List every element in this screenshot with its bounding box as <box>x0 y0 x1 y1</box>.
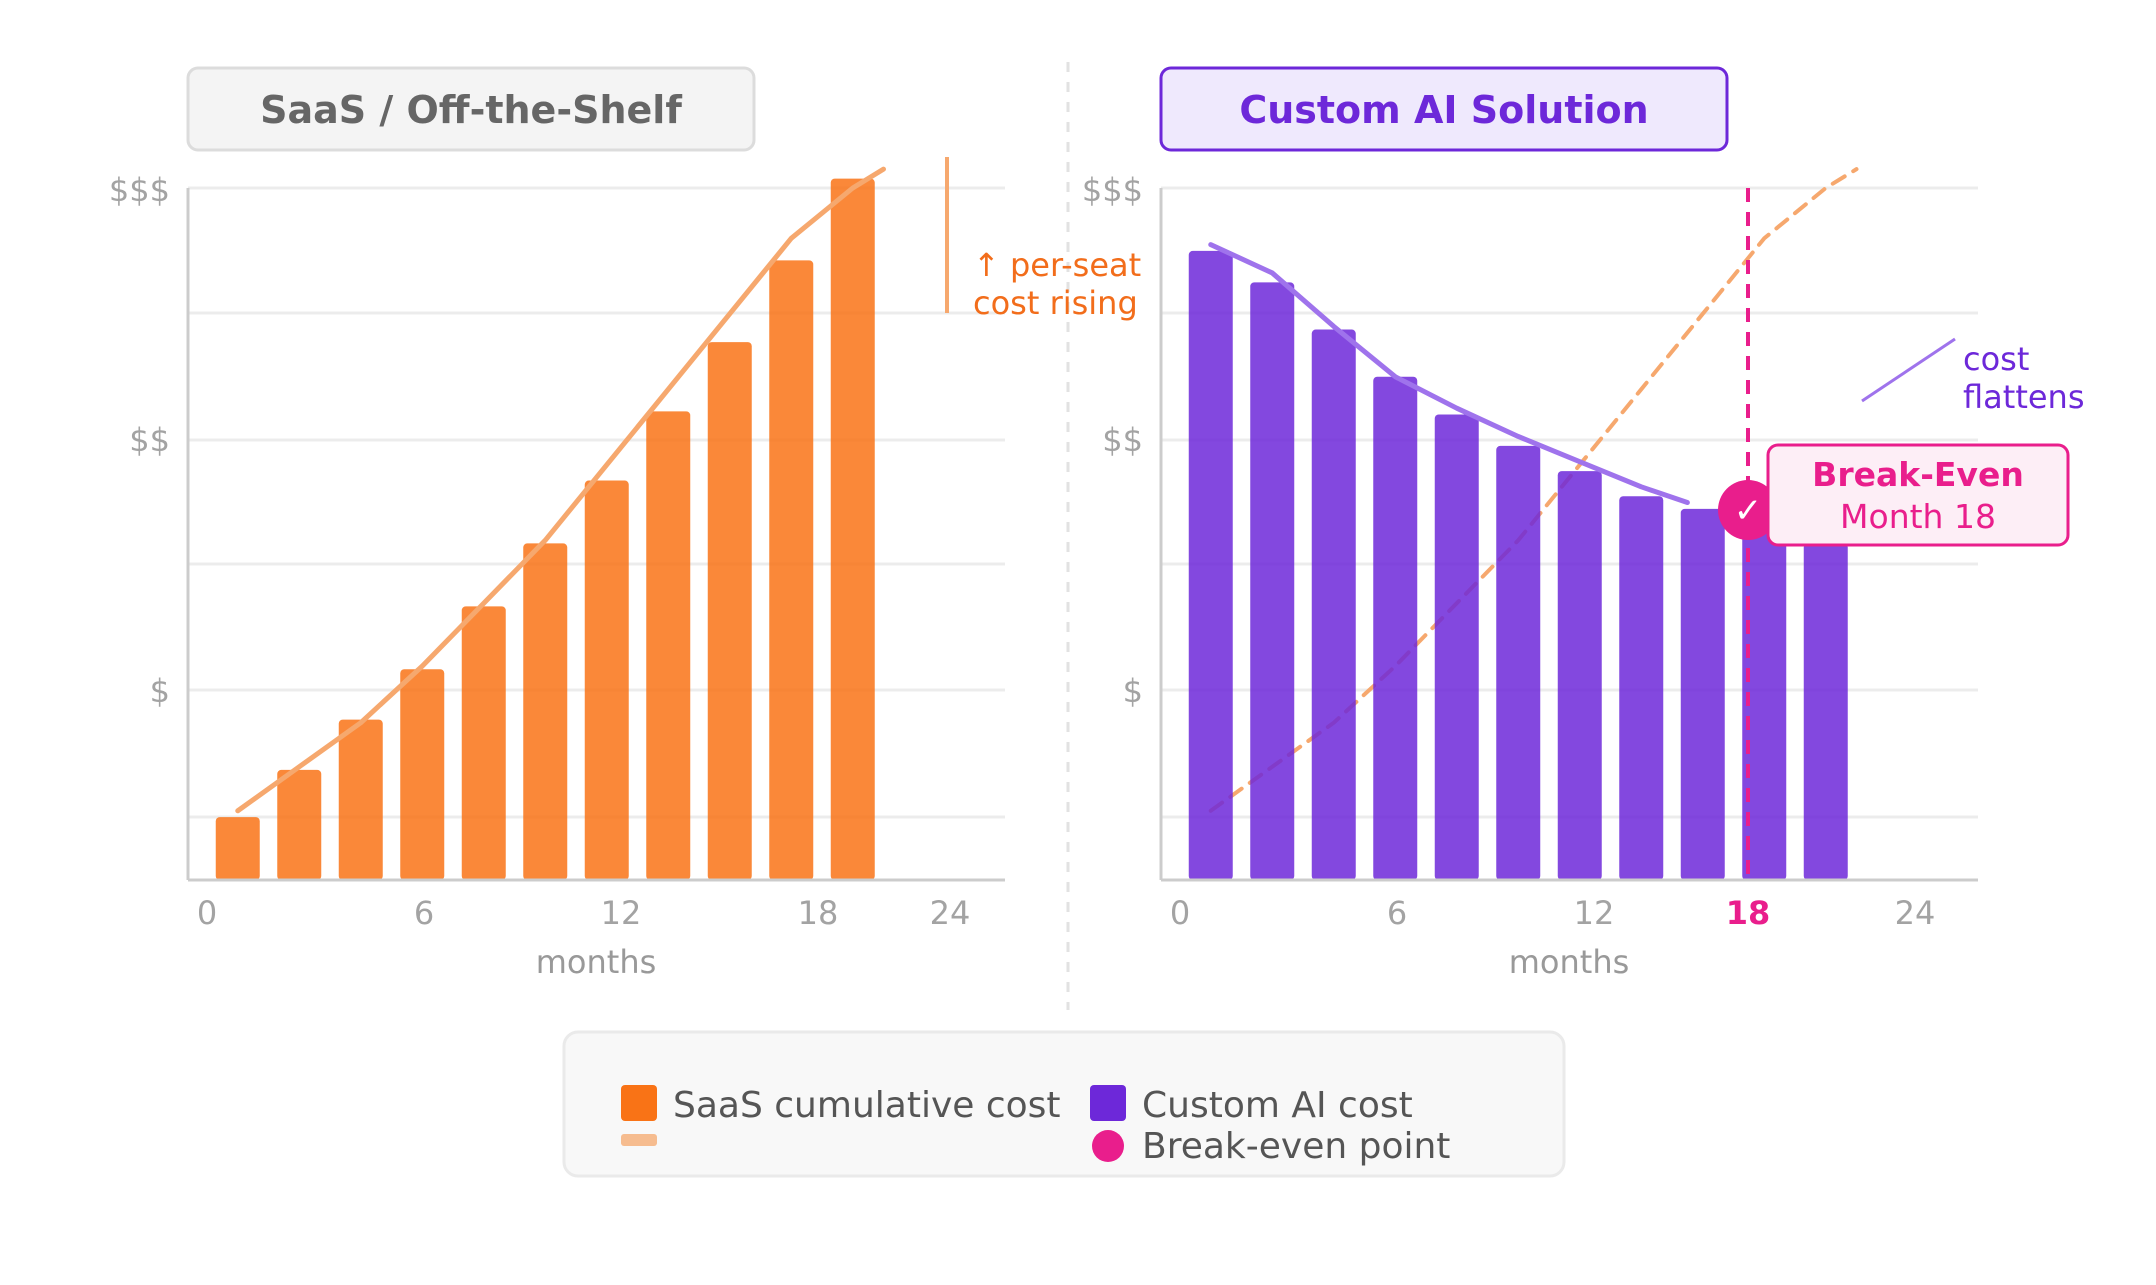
bar <box>1434 414 1479 880</box>
bar <box>646 411 691 880</box>
bar <box>584 480 629 880</box>
right-bars <box>1188 250 1848 881</box>
bar <box>1742 521 1787 880</box>
y-tick-label: $ <box>1123 672 1143 710</box>
x-tick-label: 0 <box>1170 894 1190 932</box>
bar <box>400 669 445 880</box>
x-tick-label: 0 <box>197 894 217 932</box>
flattens-leader-line <box>1861 337 1956 403</box>
x-tick-label: 18 <box>798 894 839 932</box>
flattens-annotation-line2: flattens <box>1963 378 2085 416</box>
legend-swatch-saas-line <box>621 1134 657 1146</box>
bar <box>215 817 260 880</box>
flattens-annotation-line1: cost <box>1963 340 2029 378</box>
trend-line <box>1208 242 1690 506</box>
bar <box>707 342 752 880</box>
bar <box>1496 445 1541 880</box>
x-tick-label-highlight: 18 <box>1726 894 1771 932</box>
x-tick-label: 6 <box>414 894 434 932</box>
bar <box>1803 543 1848 880</box>
right-title-box <box>1159 66 1729 152</box>
right-x-ticks: 0 6 12 18 24 <box>1170 894 1936 932</box>
right-trend <box>1208 242 1690 506</box>
rising-annotation-line2: cost rising <box>973 284 1138 322</box>
saas-overlay-line <box>1208 167 1859 813</box>
bar <box>338 719 383 880</box>
rising-annotation-line1: ↑ per-seat <box>973 246 1141 284</box>
bar <box>769 260 814 880</box>
x-tick-label: 12 <box>601 894 642 932</box>
y-tick-label: $ <box>150 672 170 710</box>
left-panel: SaaS / Off-the-Shelf $ $$ $$$ 0 6 12 18 … <box>109 66 1141 981</box>
legend-label-custom: Custom AI cost <box>1142 1085 1413 1126</box>
bar <box>277 769 322 880</box>
left-x-axis-label: months <box>536 943 657 981</box>
right-panel: Custom AI Solution $ $$ $$$ 0 6 12 18 24… <box>1082 66 2085 981</box>
legend-swatch-custom <box>1090 1085 1126 1121</box>
break-even-sublabel: Month 18 <box>1840 497 1996 536</box>
bar <box>1311 329 1356 881</box>
left-title-box <box>186 66 756 152</box>
bar <box>1250 282 1295 880</box>
left-bars <box>215 178 875 881</box>
y-tick-label: $$ <box>1102 421 1143 459</box>
right-chart-title: Custom AI Solution <box>1239 88 1648 132</box>
bar <box>523 543 568 880</box>
legend-box <box>562 1030 1566 1178</box>
right-overlay <box>1208 167 1859 813</box>
legend-label-break-even: Break-even point <box>1142 1126 1450 1167</box>
left-y-ticks: $ $$ $$$ <box>109 171 170 710</box>
left-trend <box>235 166 886 814</box>
y-tick-label: $$ <box>129 421 170 459</box>
bar <box>1188 250 1233 881</box>
legend-swatch-saas <box>621 1085 657 1121</box>
break-even-callout <box>1766 443 2070 547</box>
legend-label-saas: SaaS cumulative cost <box>673 1085 1061 1126</box>
right-x-axis-label: months <box>1509 943 1630 981</box>
bar <box>1680 508 1725 880</box>
y-tick-label: $$$ <box>1082 171 1143 209</box>
left-chart-title: SaaS / Off-the-Shelf <box>260 88 682 132</box>
right-y-ticks: $ $$ $$$ <box>1082 171 1143 710</box>
bar <box>830 178 875 881</box>
left-x-ticks: 0 6 12 18 24 <box>197 894 971 932</box>
legend-swatch-break-even <box>1092 1130 1124 1162</box>
bar <box>461 606 506 880</box>
bar <box>1373 376 1418 880</box>
check-icon: ✓ <box>1734 491 1763 531</box>
trend-line <box>235 166 886 814</box>
legend: SaaS cumulative cost Custom AI cost Brea… <box>562 1030 1566 1178</box>
x-tick-label: 24 <box>930 894 971 932</box>
bar <box>1619 496 1664 880</box>
bar <box>1557 471 1602 880</box>
break-even-title: Break-Even <box>1812 455 2024 494</box>
x-tick-label: 24 <box>1895 894 1936 932</box>
y-tick-label: $$$ <box>109 171 170 209</box>
x-tick-label: 6 <box>1387 894 1407 932</box>
x-tick-label: 12 <box>1574 894 1615 932</box>
break-even-marker <box>1718 480 1778 540</box>
